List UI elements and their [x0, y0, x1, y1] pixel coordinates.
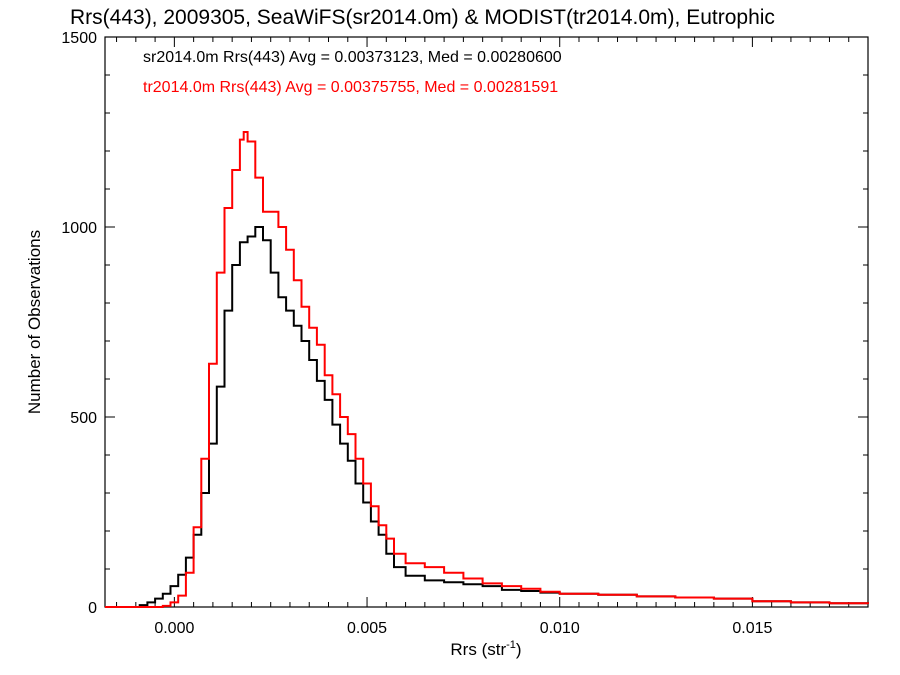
x-tick-label: 0.010 — [540, 620, 580, 637]
y-tick-label: 500 — [70, 410, 97, 427]
x-axis-label-superscript: -1 — [506, 639, 516, 651]
x-axis-label: Rrs (str-1) — [450, 639, 521, 659]
x-axis-ticks: 0.000 0.005 0.010 0.015 — [116, 37, 869, 637]
y-tick-label: 1500 — [61, 30, 97, 47]
x-tick-label: 0.015 — [732, 620, 772, 637]
legend-entry-tr2014: tr2014.0m Rrs(443) Avg = 0.00375755, Med… — [143, 79, 558, 96]
series-line-tr2014.0m — [105, 131, 869, 608]
x-tick-label: 0.000 — [154, 620, 194, 637]
plot-frame — [104, 36, 869, 608]
y-axis-ticks: 0 500 1000 1500 — [61, 30, 868, 617]
legend-entry-sr2014: sr2014.0m Rrs(443) Avg = 0.00373123, Med… — [143, 49, 562, 66]
x-axis-label-main: Rrs (str — [450, 640, 506, 659]
series-group — [105, 131, 869, 608]
chart-title: Rrs(443), 2009305, SeaWiFS(sr2014.0m) & … — [70, 6, 775, 29]
series-line-sr2014.0m — [105, 226, 869, 608]
x-axis-label-end: ) — [516, 640, 522, 659]
x-tick-label: 0.005 — [347, 620, 387, 637]
y-tick-label: 0 — [88, 600, 97, 617]
y-tick-label: 1000 — [61, 220, 97, 237]
y-axis-label: Number of Observations — [25, 230, 44, 414]
